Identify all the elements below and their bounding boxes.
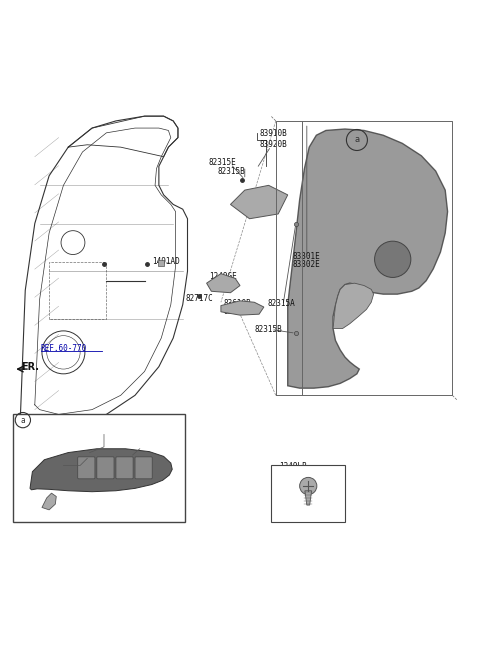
Text: 82315B: 82315B	[217, 166, 245, 175]
FancyBboxPatch shape	[116, 457, 133, 479]
Polygon shape	[30, 449, 172, 491]
Text: 82315E: 82315E	[209, 158, 237, 167]
Text: 82315B: 82315B	[254, 325, 282, 334]
Circle shape	[374, 241, 411, 277]
Polygon shape	[305, 491, 312, 505]
FancyBboxPatch shape	[271, 464, 345, 522]
Text: 93581F: 93581F	[142, 445, 168, 452]
Text: 1249LB: 1249LB	[280, 463, 307, 471]
Polygon shape	[221, 301, 264, 315]
Text: 93582A: 93582A	[66, 455, 91, 461]
Text: 1491AD: 1491AD	[152, 257, 180, 266]
Text: a: a	[354, 135, 360, 145]
Text: 83610B: 83610B	[223, 299, 251, 308]
Text: 83910B
83920B: 83910B 83920B	[259, 129, 287, 149]
Text: 93580R: 93580R	[107, 437, 132, 443]
Text: 1249GE: 1249GE	[209, 273, 237, 281]
Text: FR.: FR.	[22, 361, 39, 372]
Polygon shape	[230, 185, 288, 219]
Polygon shape	[206, 273, 240, 293]
Text: 83620B: 83620B	[223, 307, 251, 316]
Polygon shape	[288, 129, 447, 388]
FancyBboxPatch shape	[97, 457, 114, 479]
Text: 93582B: 93582B	[66, 461, 91, 467]
Polygon shape	[42, 493, 56, 510]
Text: 82315A: 82315A	[268, 299, 295, 308]
Text: a: a	[21, 416, 25, 424]
Text: 93580L: 93580L	[107, 432, 132, 438]
Polygon shape	[333, 283, 373, 328]
Circle shape	[300, 478, 317, 495]
FancyBboxPatch shape	[78, 457, 95, 479]
Text: REF.60-770: REF.60-770	[40, 344, 87, 353]
Text: 83301E: 83301E	[292, 252, 320, 261]
FancyBboxPatch shape	[13, 415, 185, 522]
Text: 83302E: 83302E	[292, 260, 320, 269]
Text: 82717C: 82717C	[185, 294, 213, 304]
FancyBboxPatch shape	[135, 457, 152, 479]
